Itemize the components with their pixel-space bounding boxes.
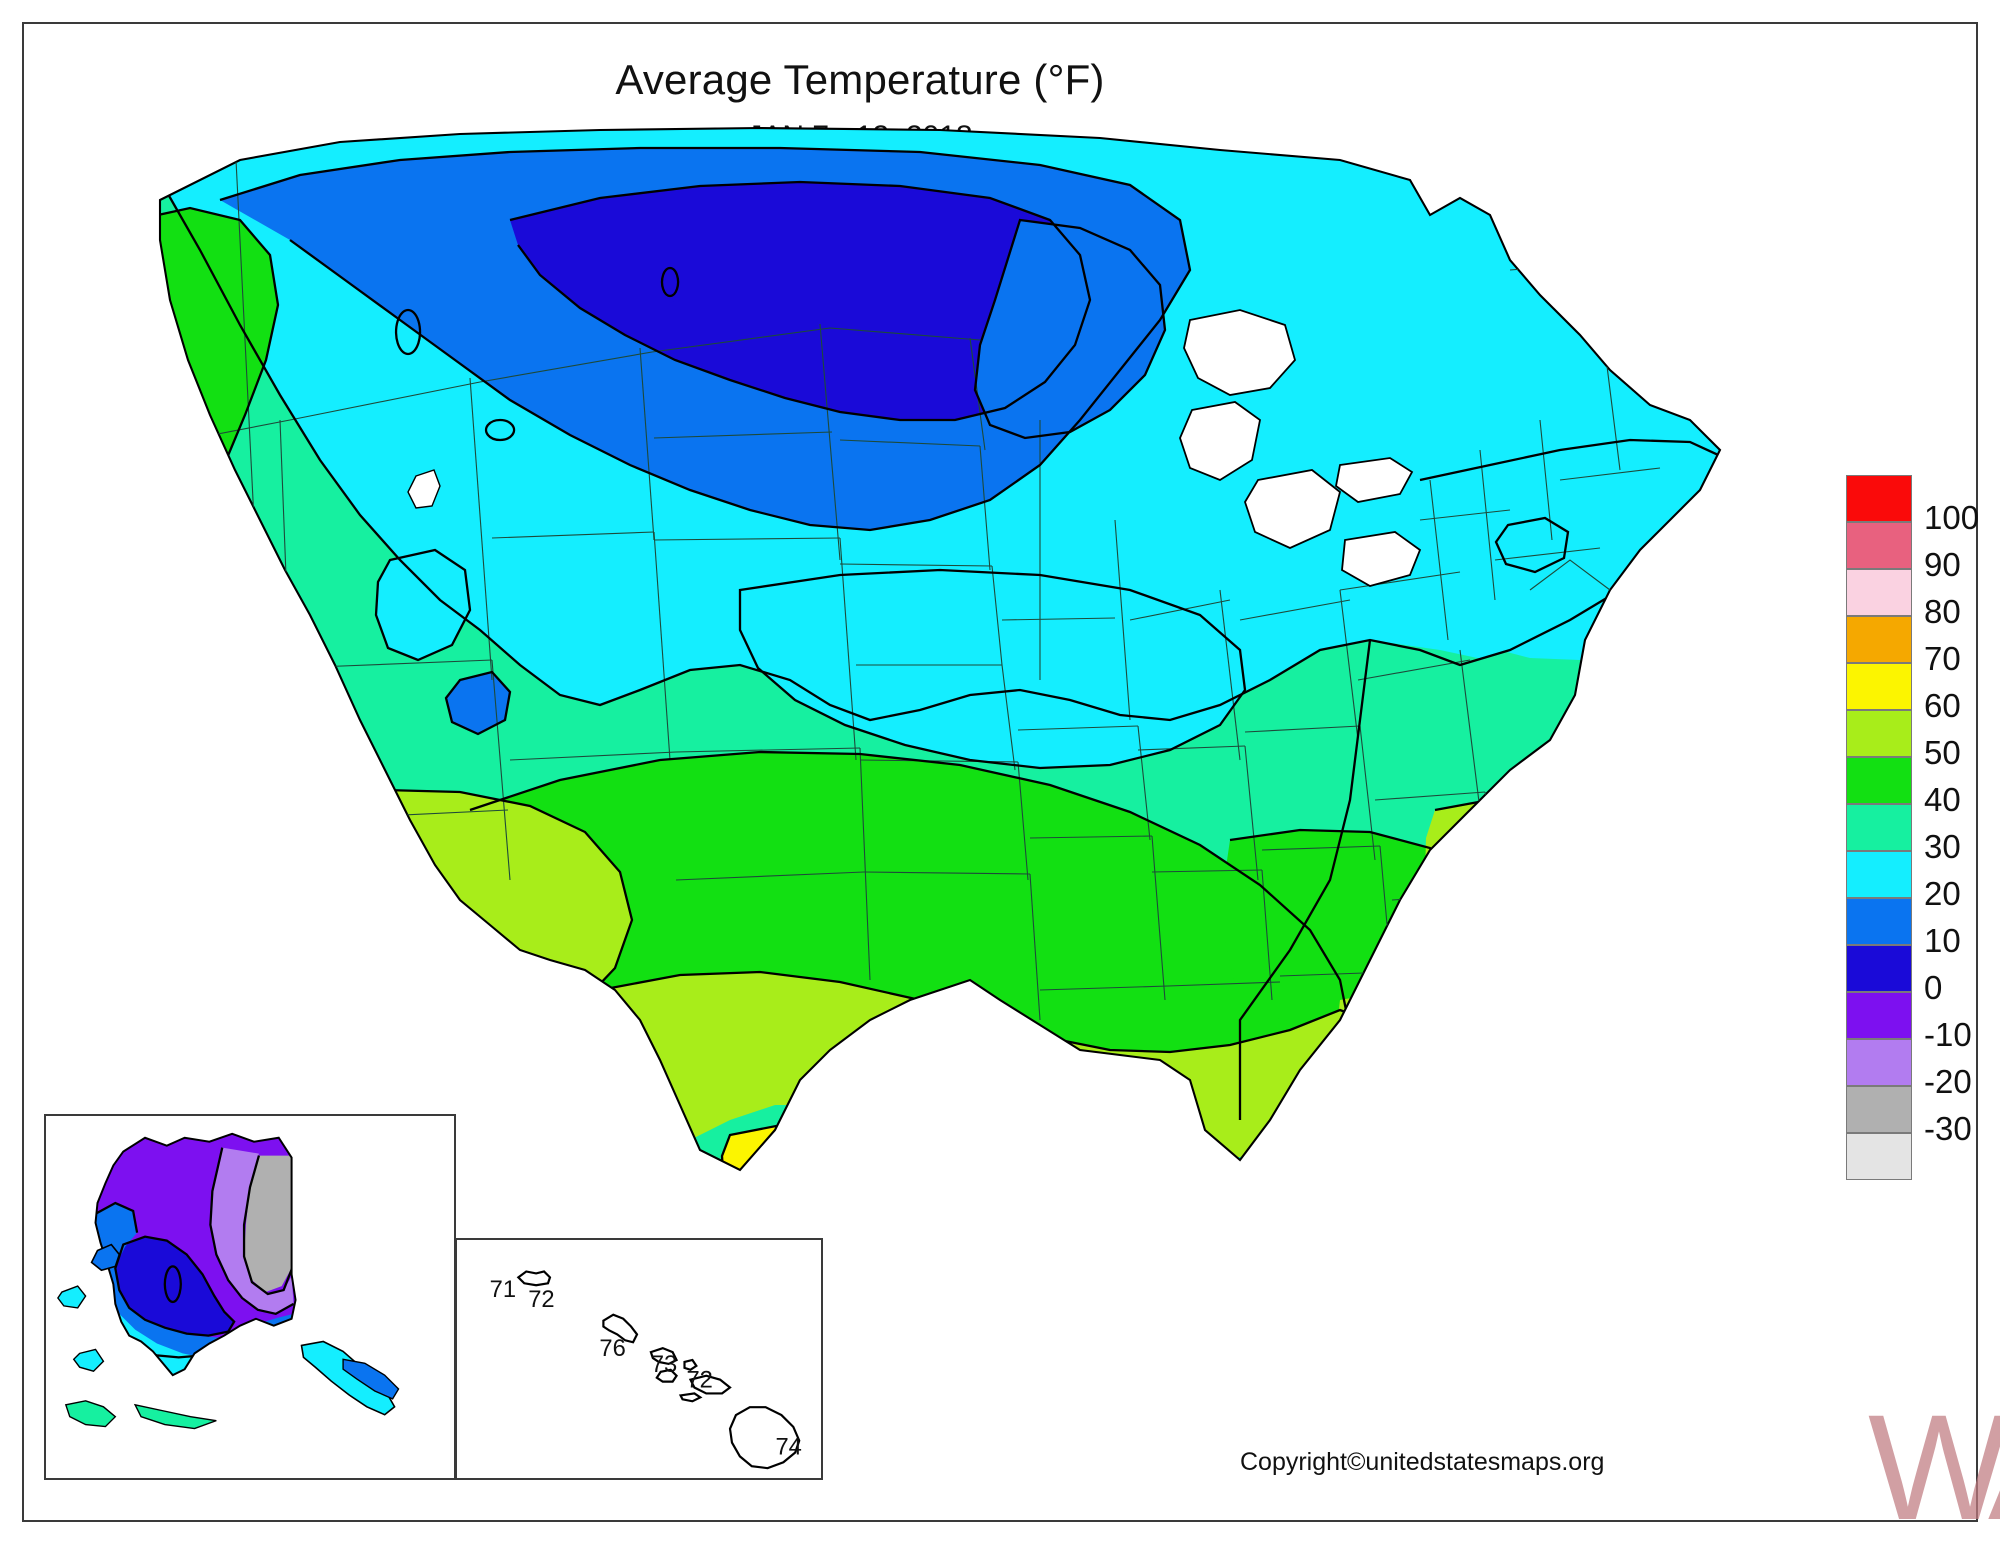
legend-row: 70 [1846,616,1961,677]
hawaii-label-3: 73 [651,1352,677,1378]
alaska-inset-map [57,1132,400,1430]
watermark-logo: WA [1868,1383,2000,1551]
legend-row: -20 [1846,1039,1972,1100]
hawaii-label-1: 72 [528,1287,554,1313]
legend-label: -20 [1924,1063,1972,1100]
legend-row: 100 [1846,475,1979,536]
hawaii-label-4: 72 [686,1368,712,1394]
alaska-islands [57,1243,400,1430]
legend-swatch [1846,851,1912,898]
great-salt-lake [407,469,441,509]
legend-swatch [1846,1039,1912,1086]
legend-label: 40 [1924,781,1961,818]
legend-row: 60 [1846,663,1961,724]
hawaii-islands [516,1270,801,1470]
temperature-legend: 100 90 80 70 60 50 40 30 20 10 0 -10 -20 -30 [1846,475,1979,1180]
legend-swatch [1846,475,1912,522]
map-frame-border [22,22,1978,1522]
legend-row [1846,1133,1912,1180]
legend-swatch [1846,522,1912,569]
hawaii-label-2: 76 [599,1336,625,1362]
alaska-inset [44,1114,456,1480]
hawaii-inset-map: 71 72 76 73 72 74 [490,1270,802,1470]
legend-row: 10 [1846,898,1961,959]
legend-row: 90 [1846,522,1961,583]
legend-swatch [1846,757,1912,804]
temperature-bands [160,128,1720,1170]
hawaii-label-5: 74 [776,1434,802,1460]
legend-row: 30 [1846,804,1961,865]
legend-row: 50 [1846,710,1961,771]
legend-swatch [1846,898,1912,945]
legend-swatch [1846,1133,1912,1180]
legend-label: 80 [1924,593,1961,630]
legend-label: -30 [1924,1110,1972,1147]
legend-row: 40 [1846,757,1961,818]
page-title: Average Temperature (°F) [615,56,1105,103]
legend-swatch [1846,569,1912,616]
legend-swatch [1846,710,1912,757]
conus-temperature-map [158,126,1722,1172]
legend-swatch [1846,663,1912,710]
legend-label: 50 [1924,734,1961,771]
legend-label: 20 [1924,875,1961,912]
legend-label: 10 [1924,922,1961,959]
legend-label: 100 [1924,499,1980,536]
legend-swatch [1846,616,1912,663]
legend-label: -10 [1924,1016,1972,1053]
legend-row: -30 [1846,1086,1972,1147]
legend-label: 90 [1924,546,1961,583]
legend-swatch [1846,945,1912,992]
legend-label: 0 [1924,969,1943,1006]
legend-label: 30 [1924,828,1961,865]
hawaii-label-0: 71 [490,1277,516,1303]
great-lakes [1179,309,1422,587]
legend-swatch [1846,1086,1912,1133]
legend-label: 60 [1924,687,1961,724]
legend-row: -10 [1846,992,1972,1053]
legend-swatch [1846,804,1912,851]
legend-row: 80 [1846,569,1961,630]
hawaii-inset: 71 72 76 73 72 74 [455,1238,823,1480]
copyright-notice: Copyright©unitedstatesmaps.org [1240,1448,1605,1476]
hawaii-station-labels: 71 72 76 73 72 74 [490,1277,802,1460]
legend-row: 0 [1846,945,1942,1006]
legend-label: 70 [1924,640,1961,677]
legend-row: 20 [1846,851,1961,912]
legend-swatch [1846,992,1912,1039]
alaska-contours [95,1147,296,1376]
